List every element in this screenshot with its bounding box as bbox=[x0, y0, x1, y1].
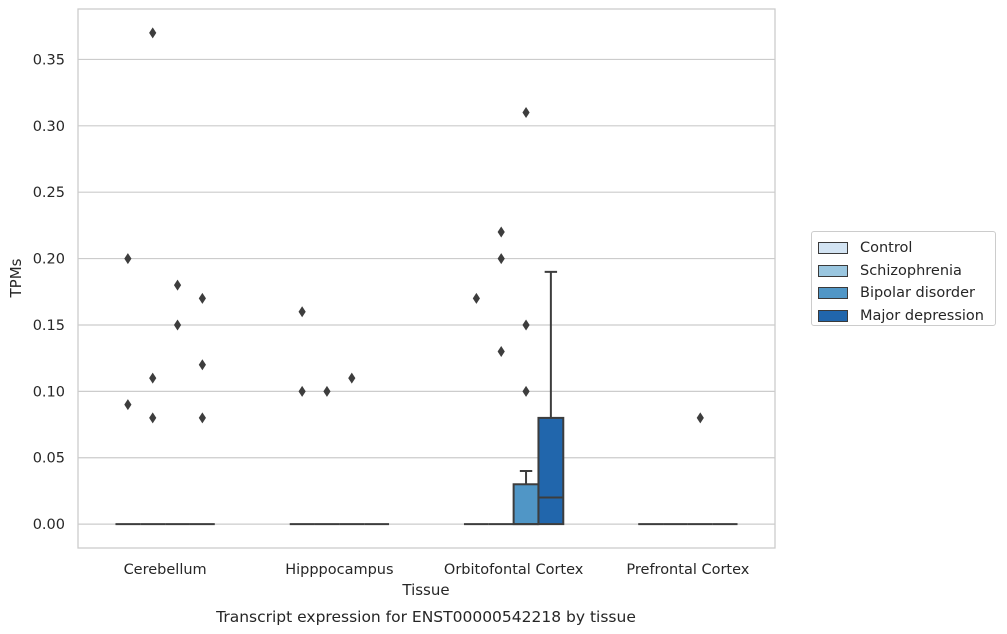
outlier-point bbox=[497, 253, 505, 265]
outlier-point bbox=[522, 385, 530, 397]
outlier-point bbox=[497, 346, 505, 358]
y-tick-label: 0.10 bbox=[33, 384, 65, 400]
outlier-point bbox=[298, 385, 306, 397]
y-tick-labels: 0.00 0.05 0.10 0.15 0.20 0.25 0.30 0.35 bbox=[33, 52, 65, 533]
y-tick-label: 0.05 bbox=[33, 451, 65, 467]
y-tick-label: 0.35 bbox=[33, 52, 65, 68]
y-tick-label: 0.30 bbox=[33, 119, 65, 135]
outlier-point bbox=[323, 385, 331, 397]
x-tick-label: Hipppocampus bbox=[285, 562, 393, 578]
legend-swatch bbox=[818, 264, 848, 277]
outliers bbox=[124, 27, 704, 424]
x-tick-labels: Cerebellum Hipppocampus Orbitofontal Corte… bbox=[124, 562, 750, 578]
outlier-point bbox=[522, 319, 530, 331]
outlier-point bbox=[522, 107, 530, 119]
outlier-point bbox=[472, 292, 480, 304]
outlier-point bbox=[198, 359, 206, 371]
outlier-point bbox=[696, 412, 704, 424]
outlier-point bbox=[198, 412, 206, 424]
outlier-point bbox=[173, 319, 182, 331]
y-tick-label: 0.20 bbox=[33, 252, 65, 268]
outlier-point bbox=[348, 372, 356, 384]
outlier-point bbox=[497, 226, 505, 238]
legend-entry: Control bbox=[818, 237, 995, 260]
x-tick-label: Cerebellum bbox=[124, 562, 207, 578]
box bbox=[537, 416, 565, 526]
outlier-point bbox=[124, 253, 132, 265]
legend: Control Schizophrenia Bipolar disorder Majo… bbox=[811, 231, 996, 326]
legend-label: Major depression bbox=[860, 307, 984, 324]
legend-swatch bbox=[818, 309, 848, 322]
outlier-point bbox=[198, 292, 206, 304]
legend-entry: Bipolar disorder bbox=[818, 282, 995, 305]
legend-label: Control bbox=[860, 240, 913, 257]
x-tick-label: Orbitofontal Cortex bbox=[444, 562, 584, 578]
legend-swatch bbox=[818, 242, 848, 255]
boxes bbox=[115, 270, 738, 526]
x-axis-label: Tissue bbox=[401, 581, 449, 599]
x-tick-label: Prefrontal Cortex bbox=[626, 562, 749, 578]
legend-swatch bbox=[818, 287, 848, 300]
y-tick-label: 0.25 bbox=[33, 185, 65, 201]
outlier-point bbox=[124, 399, 132, 411]
legend-entry: Schizophrenia bbox=[818, 260, 995, 283]
y-tick-label: 0.00 bbox=[33, 517, 65, 533]
outlier-point bbox=[149, 412, 157, 424]
outlier-point bbox=[149, 27, 157, 39]
y-tick-label: 0.15 bbox=[33, 318, 65, 334]
outlier-point bbox=[173, 279, 182, 291]
plot-area bbox=[77, 8, 776, 549]
chart-title: Transcript expression for ENST0000054221… bbox=[215, 608, 636, 626]
legend-label: Bipolar disorder bbox=[860, 285, 975, 302]
legend-entry: Major depression bbox=[818, 305, 995, 328]
box bbox=[512, 483, 540, 526]
y-axis-label: TPMs bbox=[7, 258, 25, 298]
outlier-point bbox=[149, 372, 157, 384]
legend-label: Schizophrenia bbox=[860, 262, 962, 279]
outlier-point bbox=[298, 306, 306, 318]
